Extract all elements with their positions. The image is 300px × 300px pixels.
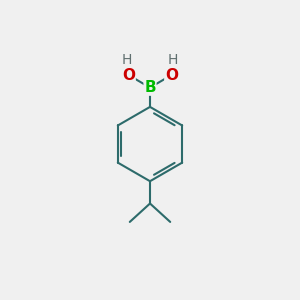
Text: H: H [168, 52, 178, 67]
Text: O: O [165, 68, 178, 82]
Text: H: H [122, 52, 132, 67]
Text: B: B [144, 80, 156, 95]
Text: O: O [122, 68, 135, 82]
